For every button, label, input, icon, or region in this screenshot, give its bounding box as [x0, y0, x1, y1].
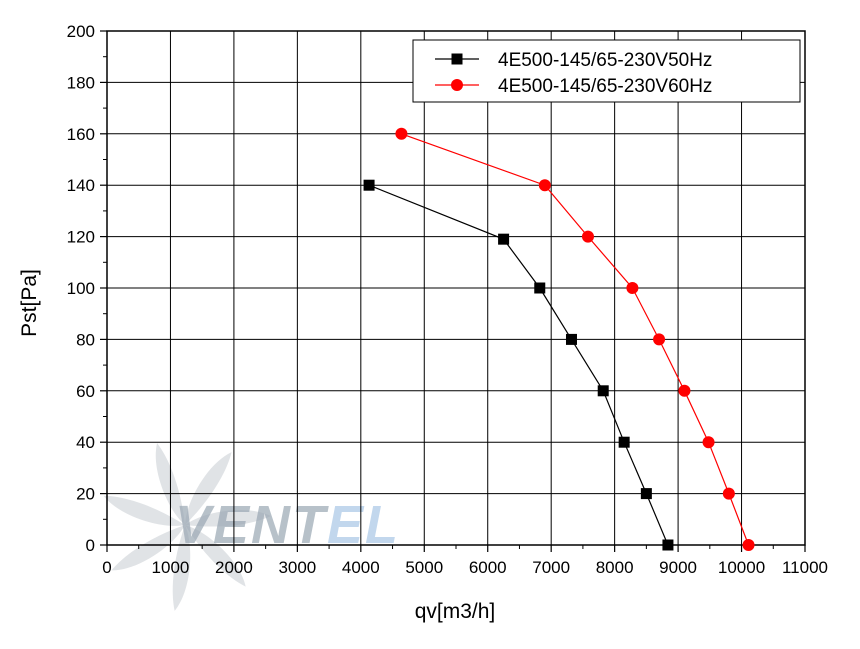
series-2 [395, 127, 755, 551]
fan-blade [172, 525, 191, 611]
x-tick-label: 3000 [278, 558, 316, 577]
series-line [368, 184, 669, 546]
legend: 4E500-145/65-230V50Hz 4E500-145/65-230V60… [412, 39, 801, 103]
data-point [395, 127, 408, 140]
x-tick-label: 4000 [342, 558, 380, 577]
x-tick-label: 0 [102, 558, 111, 577]
fan-blade [185, 525, 246, 587]
series-1 [363, 179, 674, 551]
legend-box [412, 39, 801, 103]
series-group [363, 127, 755, 551]
data-point [581, 230, 594, 243]
data-point [662, 539, 674, 551]
fan-blade [111, 525, 185, 571]
fan-blade [103, 495, 185, 526]
x-tick-label: 11000 [782, 558, 828, 577]
data-point [538, 179, 551, 192]
y-tick-label: 80 [76, 330, 95, 349]
fan-blade [185, 452, 232, 525]
data-point [565, 333, 577, 345]
data-point [363, 179, 375, 191]
legend-marker [451, 79, 463, 91]
y-tick-label: 0 [86, 536, 95, 555]
x-tick-label: 6000 [469, 558, 507, 577]
y-tick-label: 200 [67, 22, 95, 41]
data-point [702, 436, 715, 449]
x-tick-label: 8000 [596, 558, 634, 577]
data-point [653, 333, 666, 346]
y-tick-label: 20 [76, 485, 95, 504]
x-tick-label: 5000 [405, 558, 443, 577]
x-tick-label: 1000 [152, 558, 190, 577]
x-tick-label: 10000 [718, 558, 765, 577]
x-axis-title: qv[m3/h] [415, 600, 496, 623]
x-tick-label: 7000 [532, 558, 570, 577]
data-point [618, 436, 630, 448]
grid-lines [107, 31, 805, 545]
axis-ticks: 0 1000 2000 3000 4000 5000 6000 7000 8000 9000 100… [67, 22, 828, 577]
x-tick-label: 9000 [659, 558, 697, 577]
data-point [498, 233, 510, 245]
legend-entry: 4E500-145/65-230V60Hz [498, 76, 712, 97]
y-tick-label: 160 [67, 125, 95, 144]
watermark-logo: VENTEL [103, 443, 400, 611]
y-tick-label: 140 [67, 176, 95, 195]
data-point [597, 385, 609, 397]
fan-blade [185, 509, 271, 527]
legend-marker [451, 53, 463, 65]
y-axis-title: Pst[Pa] [18, 269, 41, 337]
data-point [678, 384, 691, 397]
data-point [626, 282, 639, 294]
legend-entry: 4E500-145/65-230V50Hz [498, 50, 712, 71]
y-tick-label: 180 [67, 73, 95, 92]
y-tick-label: 120 [67, 228, 95, 247]
watermark-text: VENTEL [175, 495, 400, 555]
x-tick-label: 2000 [215, 558, 253, 577]
data-point [534, 282, 546, 294]
y-tick-label: 100 [67, 279, 95, 298]
data-point [722, 487, 735, 500]
data-point [640, 488, 652, 500]
y-tick-label: 60 [76, 382, 95, 401]
data-point [742, 539, 755, 551]
y-tick-label: 40 [76, 433, 95, 452]
